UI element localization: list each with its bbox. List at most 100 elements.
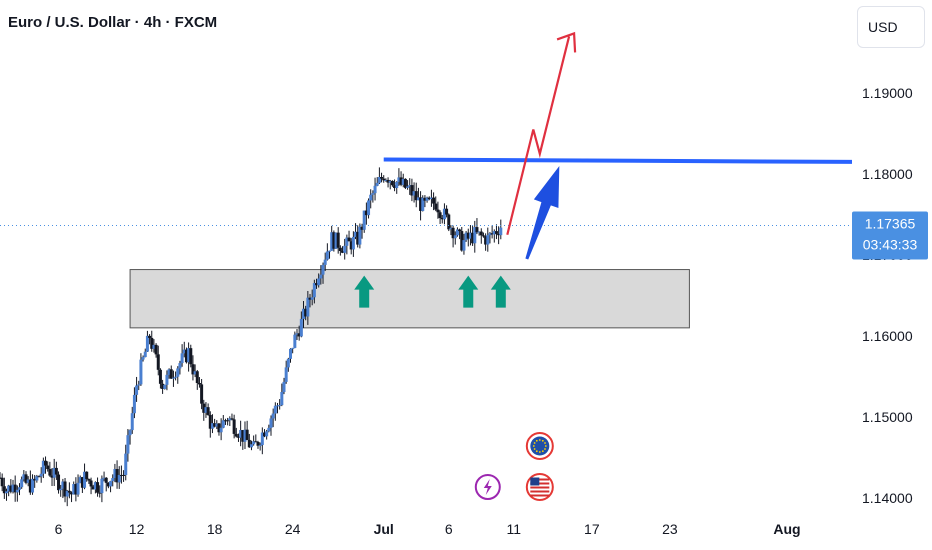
candle-body xyxy=(20,479,24,488)
x-tick-label: 17 xyxy=(584,521,600,537)
us-stripe xyxy=(530,490,550,493)
currency-selector[interactable]: USD xyxy=(857,6,925,48)
candle-body xyxy=(46,465,50,470)
candle-body xyxy=(59,488,63,491)
candle-body xyxy=(87,479,91,481)
candle-body xyxy=(254,441,258,443)
us-stripe xyxy=(530,482,550,485)
candle-body xyxy=(419,197,423,211)
us-flag-icon[interactable] xyxy=(525,473,554,501)
candle-body xyxy=(477,231,481,233)
candle-body xyxy=(269,418,273,428)
candle-body xyxy=(234,433,238,437)
support-zone xyxy=(129,269,690,329)
candle-body xyxy=(61,481,65,489)
candle-body xyxy=(492,231,496,235)
candle-body xyxy=(475,227,479,233)
candle-body xyxy=(156,354,160,370)
candle-body xyxy=(18,487,22,490)
lightning-icon[interactable] xyxy=(474,474,501,500)
candle-body xyxy=(330,232,334,251)
candle-body xyxy=(241,430,245,442)
candle-body xyxy=(256,442,260,446)
candle-body xyxy=(286,358,290,368)
candle-body xyxy=(403,178,407,188)
candle-body xyxy=(187,348,191,363)
candle-body xyxy=(128,430,132,436)
candle-body xyxy=(109,481,113,487)
candle-body xyxy=(169,369,173,379)
candle-body xyxy=(399,177,403,185)
candle-body xyxy=(297,333,301,337)
candle-body xyxy=(163,384,167,389)
candle-body xyxy=(278,405,282,407)
candle-body xyxy=(236,436,240,438)
candle-body xyxy=(67,490,71,493)
candle-body xyxy=(208,414,212,429)
candle-body xyxy=(458,229,462,232)
candle-body xyxy=(57,474,61,491)
candle-body xyxy=(85,471,89,480)
candle-body xyxy=(490,233,494,235)
candle-body xyxy=(341,250,345,253)
candle-body xyxy=(228,418,232,421)
candle-body xyxy=(193,371,197,375)
candle-body xyxy=(80,477,84,488)
candle-body xyxy=(473,227,477,244)
candle-body xyxy=(174,376,178,378)
chart-title[interactable]: Euro / U.S. Dollar · 4h · FXCM xyxy=(8,14,218,31)
candle-body xyxy=(152,344,156,349)
candle-body xyxy=(13,484,17,493)
candle-body xyxy=(386,179,390,183)
candle-body xyxy=(484,236,488,245)
current-price-label: 1.17365 03:43:33 xyxy=(852,211,928,260)
candle-body xyxy=(189,348,193,365)
x-tick-label: 24 xyxy=(285,521,301,537)
candle-body xyxy=(362,210,366,230)
candle-body xyxy=(2,486,6,494)
candle-body xyxy=(332,232,336,249)
x-tick-label: 6 xyxy=(55,521,63,537)
candle-body xyxy=(447,214,451,230)
candle-body xyxy=(239,430,243,438)
candle-body xyxy=(267,427,271,432)
candle-body xyxy=(143,351,147,358)
candle-body xyxy=(380,177,384,179)
candle-body xyxy=(161,383,165,389)
candle-body xyxy=(33,478,37,481)
eu-star xyxy=(535,450,538,453)
candle-body xyxy=(132,394,136,414)
candle-body xyxy=(217,423,221,433)
candle-body xyxy=(449,227,453,230)
eu-flag-icon[interactable] xyxy=(525,432,554,460)
candle-body xyxy=(427,197,431,200)
candle-body xyxy=(345,237,349,246)
candle-body xyxy=(26,479,30,483)
support-up-arrow xyxy=(458,275,479,308)
candle-body xyxy=(243,429,247,442)
candle-body xyxy=(50,475,54,478)
eu-flag-field xyxy=(530,436,550,456)
candle-body xyxy=(93,482,97,490)
candle-body xyxy=(291,347,295,349)
candle-body xyxy=(83,471,87,488)
candle-body xyxy=(54,467,58,475)
candle-body xyxy=(178,363,182,369)
candle-body xyxy=(377,177,381,183)
forecast-arrowhead xyxy=(556,31,577,53)
candle-body xyxy=(358,226,362,245)
candle-body xyxy=(137,384,141,386)
candle-body xyxy=(375,182,379,186)
candle-body xyxy=(171,377,175,379)
candle-body xyxy=(310,297,314,300)
eu-star xyxy=(541,450,544,453)
y-tick-label: 1.19000 xyxy=(862,85,913,101)
candle-body xyxy=(245,429,249,440)
x-tick-label: 18 xyxy=(207,521,223,537)
candle-body xyxy=(349,241,353,250)
candle-body xyxy=(31,478,35,493)
candle-body xyxy=(445,208,449,215)
candle-body xyxy=(119,474,123,476)
candle-body xyxy=(204,407,208,413)
